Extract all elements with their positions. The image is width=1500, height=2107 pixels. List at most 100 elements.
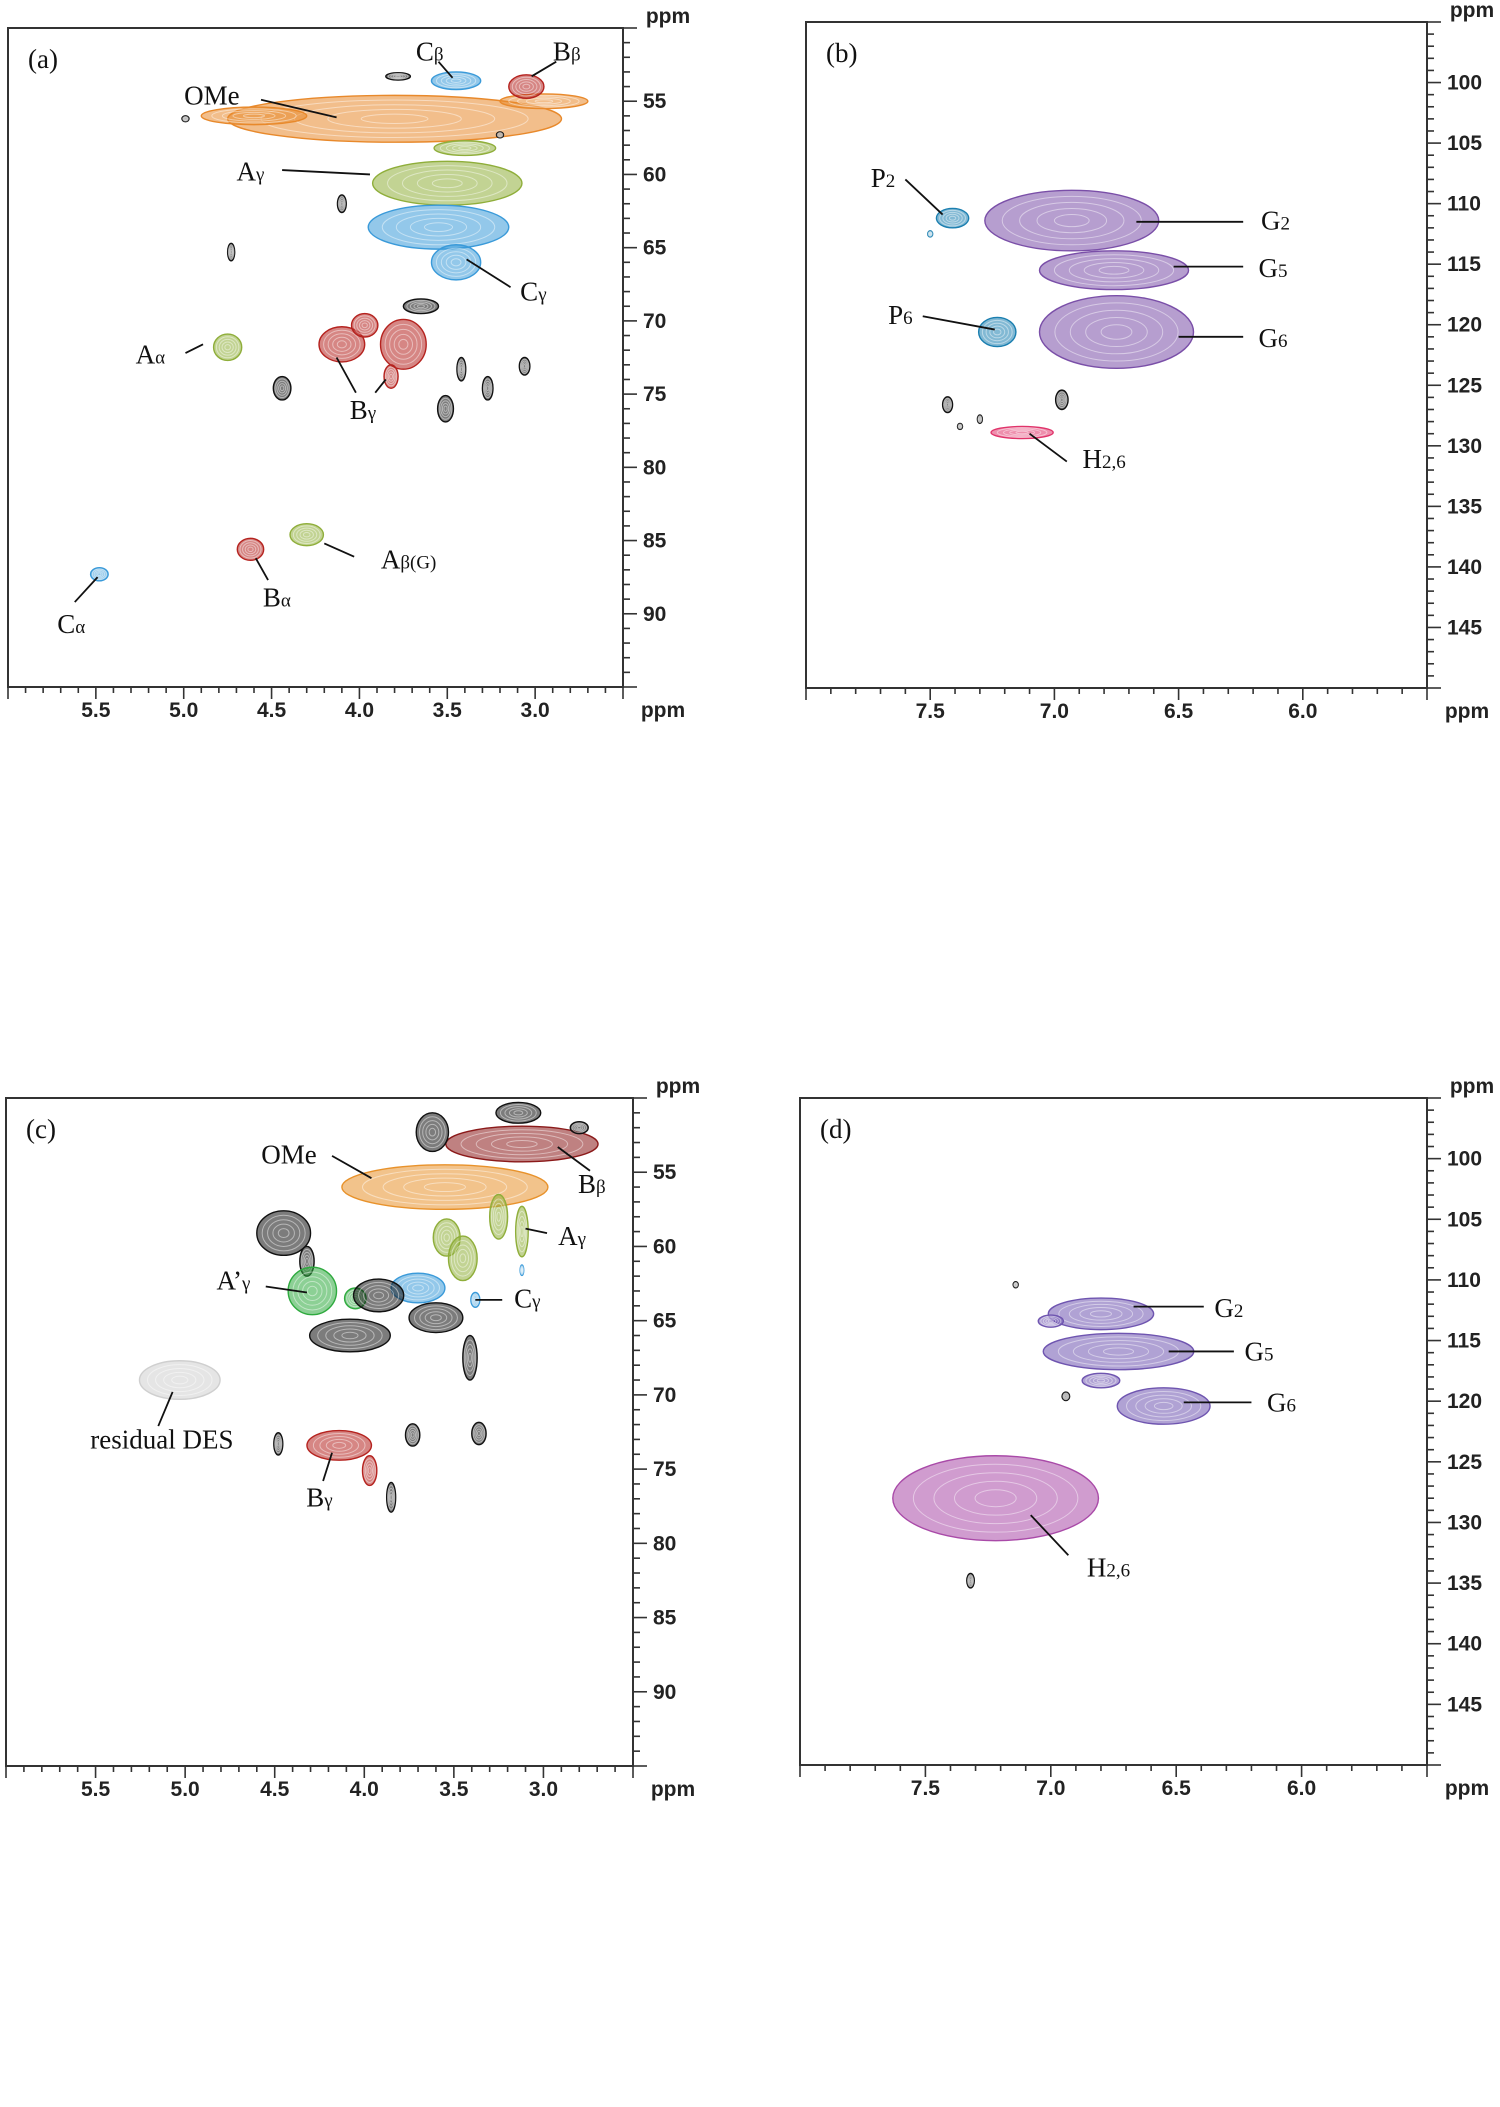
- contour-outer: [514, 1205, 529, 1258]
- contour-outer: [495, 131, 505, 139]
- peak-contour: [488, 1193, 509, 1240]
- contour-line: [392, 74, 404, 79]
- contour-outer: [367, 204, 510, 250]
- leader-line: [335, 357, 357, 394]
- leader-line: [260, 98, 337, 119]
- contour-line: [1042, 1317, 1059, 1326]
- contour-line: [511, 76, 541, 97]
- peak-label-sub: 2,6: [1106, 1560, 1130, 1581]
- contour-outer: [1038, 250, 1190, 291]
- contour-line: [356, 317, 374, 333]
- peak-contour: [385, 71, 412, 81]
- contour-line: [428, 1127, 437, 1137]
- x-tick-label: 5.5: [81, 699, 111, 722]
- peak-label-main: P: [888, 300, 903, 330]
- contour-line: [425, 1123, 440, 1141]
- x-tick-label: 5.0: [171, 1778, 200, 1801]
- peak-label-main: G: [1258, 323, 1278, 353]
- contour-line: [1019, 201, 1125, 240]
- peak-label: Cβ: [416, 36, 444, 66]
- contour-line: [412, 1284, 424, 1292]
- contour-line: [299, 529, 314, 540]
- contour-line: [958, 424, 962, 429]
- contour-line: [242, 113, 266, 119]
- peak-label-main: P: [871, 163, 886, 193]
- contour-line: [403, 1177, 487, 1197]
- contour-line: [388, 1490, 394, 1504]
- x-tick-label: 6.5: [1162, 1777, 1192, 1800]
- contour-outer: [471, 1421, 487, 1446]
- contour-line: [443, 405, 448, 412]
- contour-outer: [941, 396, 954, 414]
- peak-label: Aα: [136, 340, 166, 370]
- y-tick-label: 125: [1447, 1451, 1482, 1474]
- x-tick-label: 4.5: [260, 1778, 290, 1801]
- peak-label: Bβ: [578, 1169, 606, 1199]
- y-tick-label: 125: [1447, 374, 1482, 397]
- contour-outer: [273, 1432, 284, 1456]
- peak-label-sub: γ: [531, 1291, 540, 1312]
- peak-label-main: B: [578, 1169, 596, 1199]
- y-tick-label: 80: [643, 456, 666, 479]
- peak-label-sub: α: [155, 348, 165, 369]
- contour-line: [333, 1328, 367, 1343]
- contour-line: [244, 544, 257, 555]
- x-tick-label: 6.5: [1164, 700, 1194, 723]
- contour-line: [969, 1578, 972, 1583]
- peak-label: OMe: [184, 80, 240, 110]
- y-tick-label: 75: [643, 383, 667, 406]
- contour-line: [1058, 1300, 1144, 1327]
- contour-line: [439, 141, 490, 155]
- contour-line: [353, 315, 376, 336]
- contour-line: [1036, 207, 1108, 234]
- contour-line: [97, 572, 102, 577]
- peaks: [89, 71, 589, 582]
- leader-line: [922, 315, 995, 331]
- contour-line: [508, 94, 580, 108]
- contour-line: [504, 1106, 533, 1120]
- peak-contour: [1047, 1297, 1155, 1331]
- y-tick-label: 130: [1447, 435, 1482, 458]
- peak-contour: [436, 394, 455, 423]
- y-axis: 100 105 110 115 120 125 130 135 140 145 ppm: [1427, 1075, 1494, 1766]
- y-tick-label: 85: [653, 1607, 677, 1630]
- contour-line: [453, 1244, 472, 1273]
- contour-line: [184, 117, 187, 120]
- peak-label-main: B: [263, 583, 281, 613]
- contour-line: [279, 385, 285, 392]
- peak-label-main: residual DES: [90, 1424, 233, 1454]
- peak-label-main: H: [1082, 444, 1102, 474]
- contour-line: [521, 1268, 523, 1272]
- peak-contour: [977, 316, 1017, 348]
- contour-line: [183, 117, 188, 121]
- contour-line: [981, 319, 1013, 345]
- peak-contour: [941, 396, 954, 414]
- contour-line: [387, 72, 409, 80]
- peak-contour: [1116, 1387, 1211, 1425]
- contour-line: [953, 1480, 1038, 1516]
- contour-line: [215, 336, 240, 359]
- contour-line: [95, 571, 104, 578]
- contour-line: [456, 1248, 470, 1268]
- contour-outer: [287, 1266, 338, 1316]
- contour-line: [458, 146, 472, 151]
- contour-line: [406, 1281, 430, 1295]
- contour-line: [522, 83, 531, 90]
- contour-line: [490, 1198, 507, 1236]
- peak-contour: [892, 1455, 1100, 1542]
- contour-line: [305, 1257, 309, 1265]
- contour-line: [520, 1226, 524, 1238]
- peak-contour: [456, 356, 467, 382]
- contour-line: [468, 1352, 472, 1363]
- peak-label: G6: [1258, 323, 1287, 353]
- peak-label-main: H: [1087, 1552, 1107, 1582]
- contour-line: [506, 1139, 538, 1149]
- peak-label: A’γ: [217, 1266, 251, 1296]
- contour-line: [274, 1434, 283, 1454]
- contour-line: [278, 383, 287, 394]
- contour-outer: [499, 93, 589, 110]
- contour-line: [1062, 1392, 1070, 1401]
- y-tick-label: 110: [1447, 193, 1481, 216]
- contour-line: [296, 527, 318, 542]
- peak-label-main: G: [1244, 1336, 1264, 1366]
